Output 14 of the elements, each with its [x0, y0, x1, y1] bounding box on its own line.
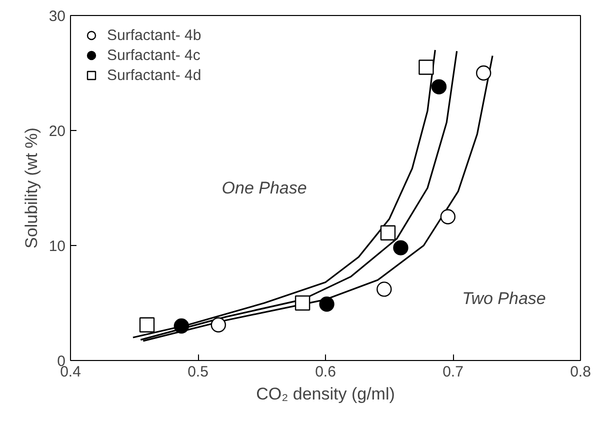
annotation: One Phase — [222, 178, 307, 198]
x-tick-label: 0.7 — [442, 364, 464, 380]
y-axis-title: Solubility (wt %) — [22, 128, 41, 248]
annotation: Two Phase — [462, 288, 546, 308]
x-tick-label: 0.6 — [315, 364, 336, 380]
x-axis-title: CO₂ density (g/ml) — [256, 384, 395, 404]
y-tick-label: 30 — [48, 8, 66, 25]
legend-label: Surfactant- 4d — [107, 66, 202, 84]
y-tick-label: 10 — [48, 238, 66, 255]
legend-label: Surfactant- 4b — [107, 26, 202, 44]
legend-label: Surfactant- 4c — [107, 46, 200, 64]
x-tick-label: 0.5 — [188, 364, 208, 380]
x-tick-label: 0.8 — [570, 364, 591, 380]
y-tick-label: 20 — [48, 123, 66, 140]
